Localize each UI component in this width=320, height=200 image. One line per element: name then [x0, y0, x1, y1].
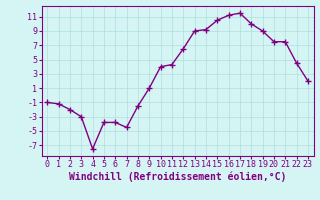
X-axis label: Windchill (Refroidissement éolien,°C): Windchill (Refroidissement éolien,°C) [69, 172, 286, 182]
